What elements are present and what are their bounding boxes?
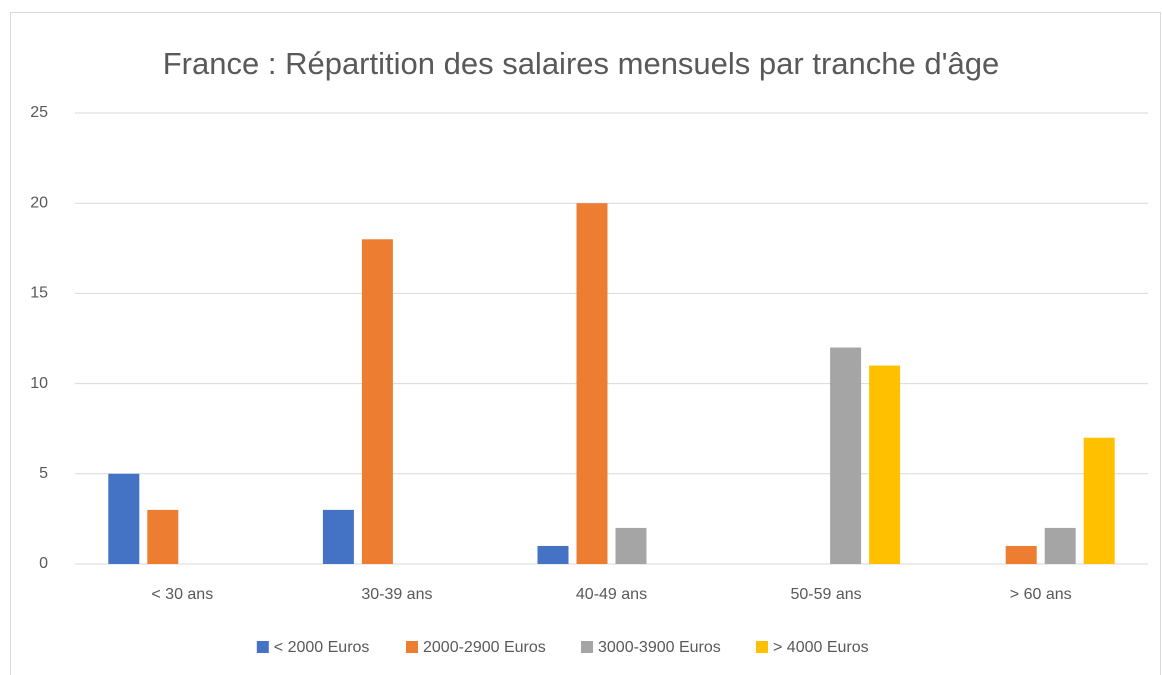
x-tick-label: 40-49 ans [576, 586, 647, 603]
bar [1083, 437, 1115, 564]
bar [537, 545, 569, 564]
bar [361, 239, 393, 564]
x-tick-label: > 60 ans [1010, 586, 1072, 603]
y-tick-label: 10 [30, 375, 48, 392]
legend-label: 3000-3900 Euros [598, 639, 721, 656]
bar [108, 473, 140, 564]
y-tick-label: 20 [30, 194, 48, 211]
y-tick-label: 25 [30, 104, 48, 121]
legend-label: > 4000 Euros [773, 639, 869, 656]
legend-swatch [756, 641, 768, 653]
x-tick-label: 50-59 ans [791, 586, 862, 603]
bar [576, 203, 608, 564]
bar [830, 347, 862, 564]
chart-title: France : Répartition des salaires mensue… [163, 46, 999, 81]
bar [869, 365, 901, 564]
y-tick-label: 5 [39, 465, 48, 482]
legend-swatch [581, 641, 593, 653]
bar [147, 509, 179, 564]
legend-swatch [256, 641, 269, 653]
legend-label: 2000-2900 Euros [423, 639, 546, 656]
x-tick-label: 30-39 ans [361, 586, 432, 603]
bar [615, 527, 647, 564]
legend-label: < 2000 Euros [274, 639, 370, 656]
bar [1044, 527, 1076, 564]
y-tick-label: 15 [30, 285, 48, 302]
bar [1005, 545, 1037, 564]
y-tick-label: 0 [39, 555, 48, 572]
legend-swatch [406, 641, 418, 653]
bar [322, 509, 354, 564]
x-tick-label: < 30 ans [151, 586, 213, 603]
